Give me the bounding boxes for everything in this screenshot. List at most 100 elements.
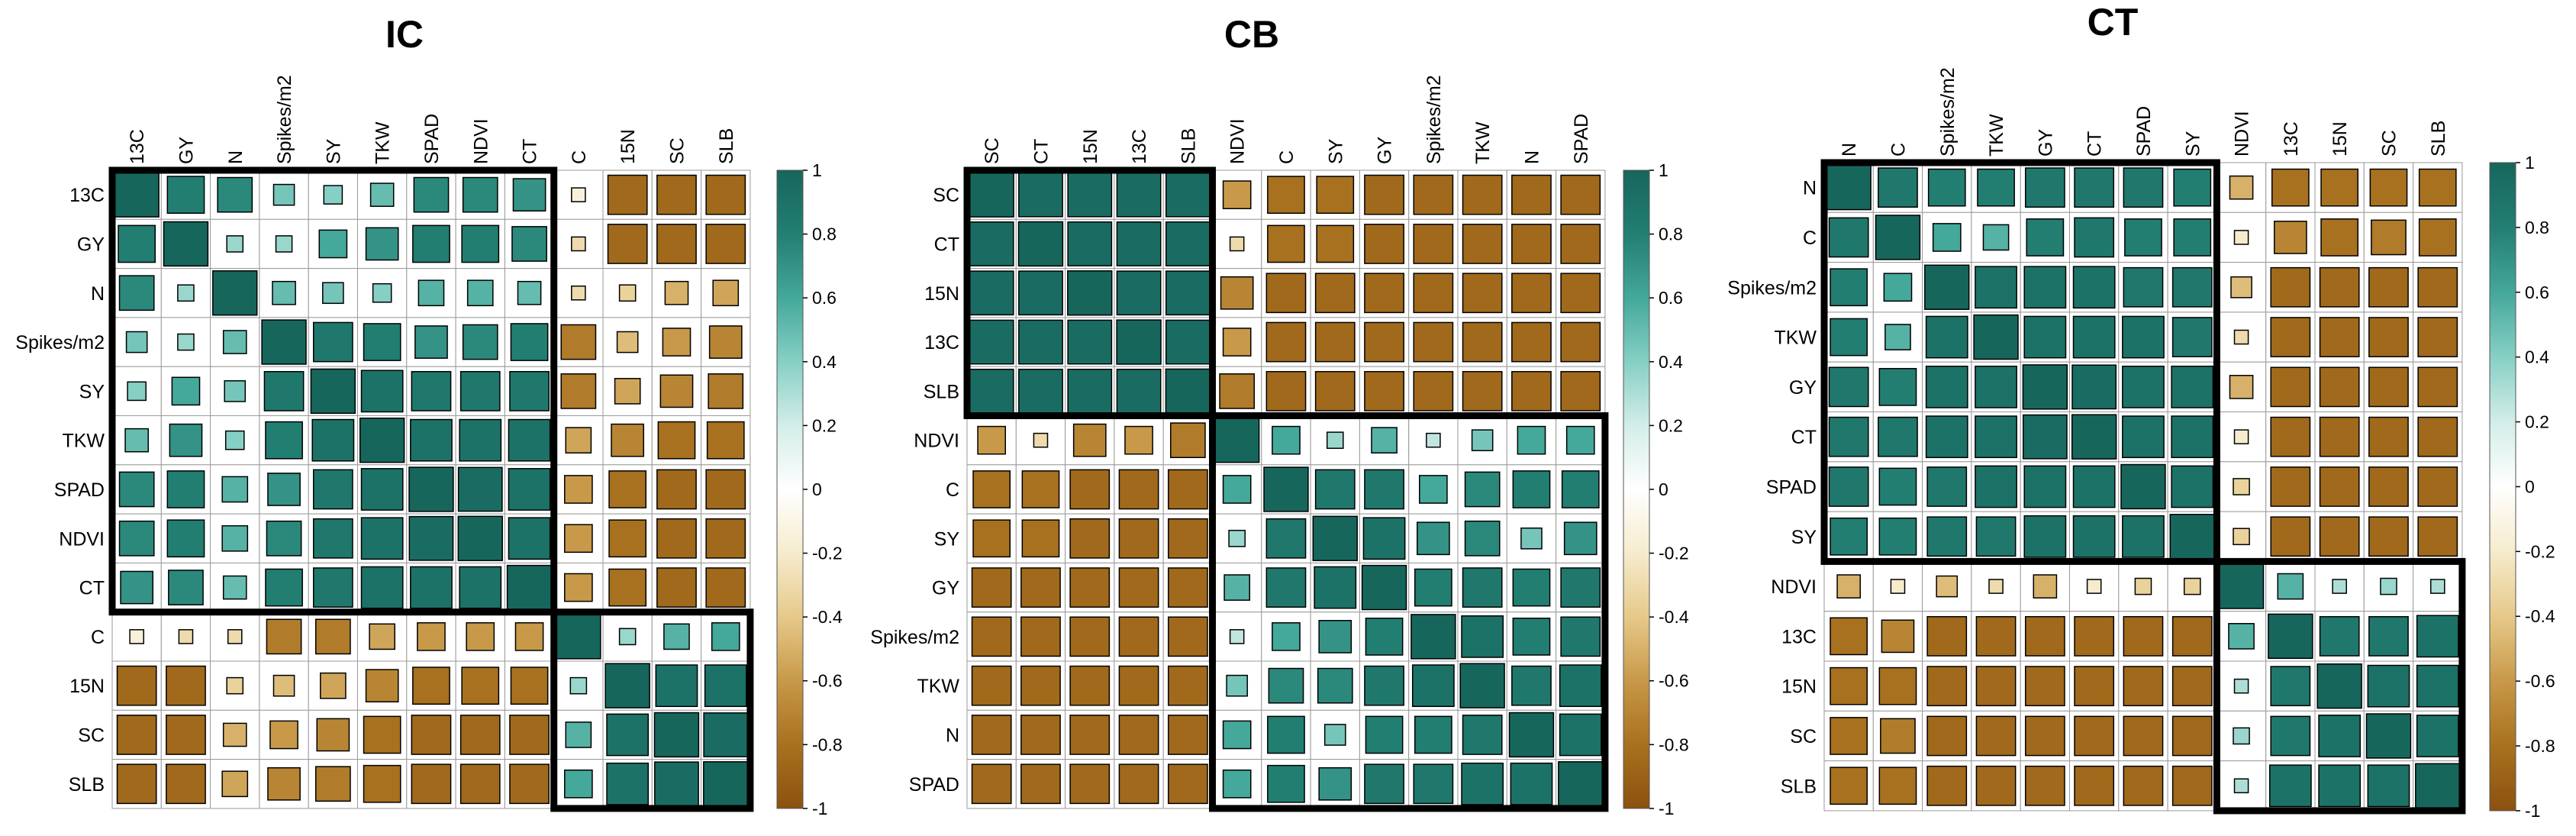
cell-square (2171, 365, 2214, 408)
cell-square (1875, 215, 1921, 260)
cell-square (1459, 663, 1505, 709)
cell-square (2171, 317, 2213, 357)
cell-square (1069, 518, 1111, 559)
cell-square (1426, 432, 1441, 448)
cell-square (118, 520, 155, 557)
colorbar-gradient (2489, 162, 2516, 812)
cell-square (1069, 763, 1111, 805)
cell-square (1926, 615, 1968, 657)
cell-square (322, 282, 344, 305)
cell-square (1167, 567, 1208, 608)
cell-square (2024, 715, 2065, 757)
cell-square (2268, 613, 2313, 660)
cell-square (1414, 715, 1452, 754)
cell-square (1830, 717, 1868, 755)
cell-square (360, 566, 404, 609)
cell-square (969, 319, 1014, 365)
cell-square (221, 525, 249, 552)
cell-square (2171, 615, 2213, 657)
cell-square (118, 275, 155, 311)
cell-square (408, 466, 454, 512)
cell-square (2233, 230, 2249, 245)
col-label: NDVI (470, 118, 492, 164)
cell-square (653, 712, 700, 758)
cell-square (2023, 515, 2067, 558)
cell-square (657, 421, 696, 460)
cell-square (1020, 665, 1061, 706)
colorbar-tick-label: 0.8 (1659, 224, 1683, 244)
cell-square (360, 370, 404, 413)
cluster-box (108, 166, 558, 616)
cell-square (2026, 218, 2065, 257)
cell-square (2024, 666, 2065, 707)
cell-square (2233, 778, 2249, 794)
cell-square (2023, 266, 2067, 309)
cell-square (2122, 315, 2165, 359)
cell-square (1973, 314, 2019, 360)
cell-square (1220, 276, 1254, 310)
cell-square (656, 174, 697, 215)
cell-square (508, 418, 551, 462)
cell-square (1560, 616, 1601, 657)
cell-square (1265, 518, 1307, 559)
panel-ic: IC 13C GY N Spikes/m2 SY TKW SPAD NDVI CT C 15N SC SL… (15, 13, 843, 818)
cell-square (1219, 373, 1256, 409)
cell-square (2320, 218, 2359, 257)
cell-square (517, 280, 542, 305)
cell-square (2415, 763, 2461, 809)
cell-square (2024, 765, 2065, 806)
cell-square (1926, 666, 1968, 707)
row-label: 15N (924, 283, 959, 305)
cell-square (1565, 425, 1595, 455)
cell-square (971, 616, 1012, 657)
cell-square (2022, 364, 2068, 410)
cell-square (265, 421, 303, 460)
cell-square (969, 221, 1014, 266)
cell-square (1018, 172, 1063, 218)
cell-square (1314, 469, 1356, 510)
col-label: SY (2182, 131, 2204, 157)
cell-square (1167, 518, 1208, 559)
cell-square (1462, 370, 1503, 412)
cell-square (1988, 579, 2004, 594)
row-label: TKW (917, 676, 959, 697)
cell-square (1167, 665, 1208, 706)
heatmap-cells (111, 169, 751, 809)
col-label: SLB (2428, 121, 2449, 157)
cell-square (2173, 168, 2212, 207)
cell-square (1560, 370, 1601, 412)
cell-square (1414, 568, 1452, 607)
cell-square (312, 469, 353, 510)
cell-square (655, 664, 698, 708)
cell-square (221, 770, 249, 798)
cell-square (1512, 568, 1551, 607)
cell-square (1419, 475, 1448, 504)
cell-square (1830, 318, 1868, 357)
cell-square (1828, 416, 1869, 457)
cell-square (1836, 574, 1861, 599)
row-label: 13C (1781, 626, 1817, 647)
cell-square (1033, 432, 1049, 448)
cell-square (272, 280, 296, 305)
cell-square (2429, 579, 2445, 594)
cell-square (2270, 266, 2311, 308)
cell-square (372, 282, 392, 303)
cell-square (1069, 616, 1111, 657)
cell-square (2123, 266, 2164, 308)
cell-square (2023, 465, 2067, 508)
cell-square (2123, 765, 2164, 806)
cell-square (1511, 665, 1552, 706)
colorbar-tick-label: -1 (1659, 799, 1674, 818)
cell-square (556, 614, 601, 660)
cell-square (608, 519, 647, 558)
cell-square (2270, 317, 2311, 357)
cell-square (1364, 174, 1404, 215)
cell-square (2173, 218, 2212, 257)
colorbar-tick-label: 0.6 (812, 288, 837, 308)
cell-square (618, 284, 637, 302)
cell-square (1222, 720, 1252, 750)
cell-square (2270, 416, 2311, 457)
cell-square (1413, 321, 1454, 363)
cell-square (1124, 425, 1153, 455)
cell-square (656, 469, 697, 510)
